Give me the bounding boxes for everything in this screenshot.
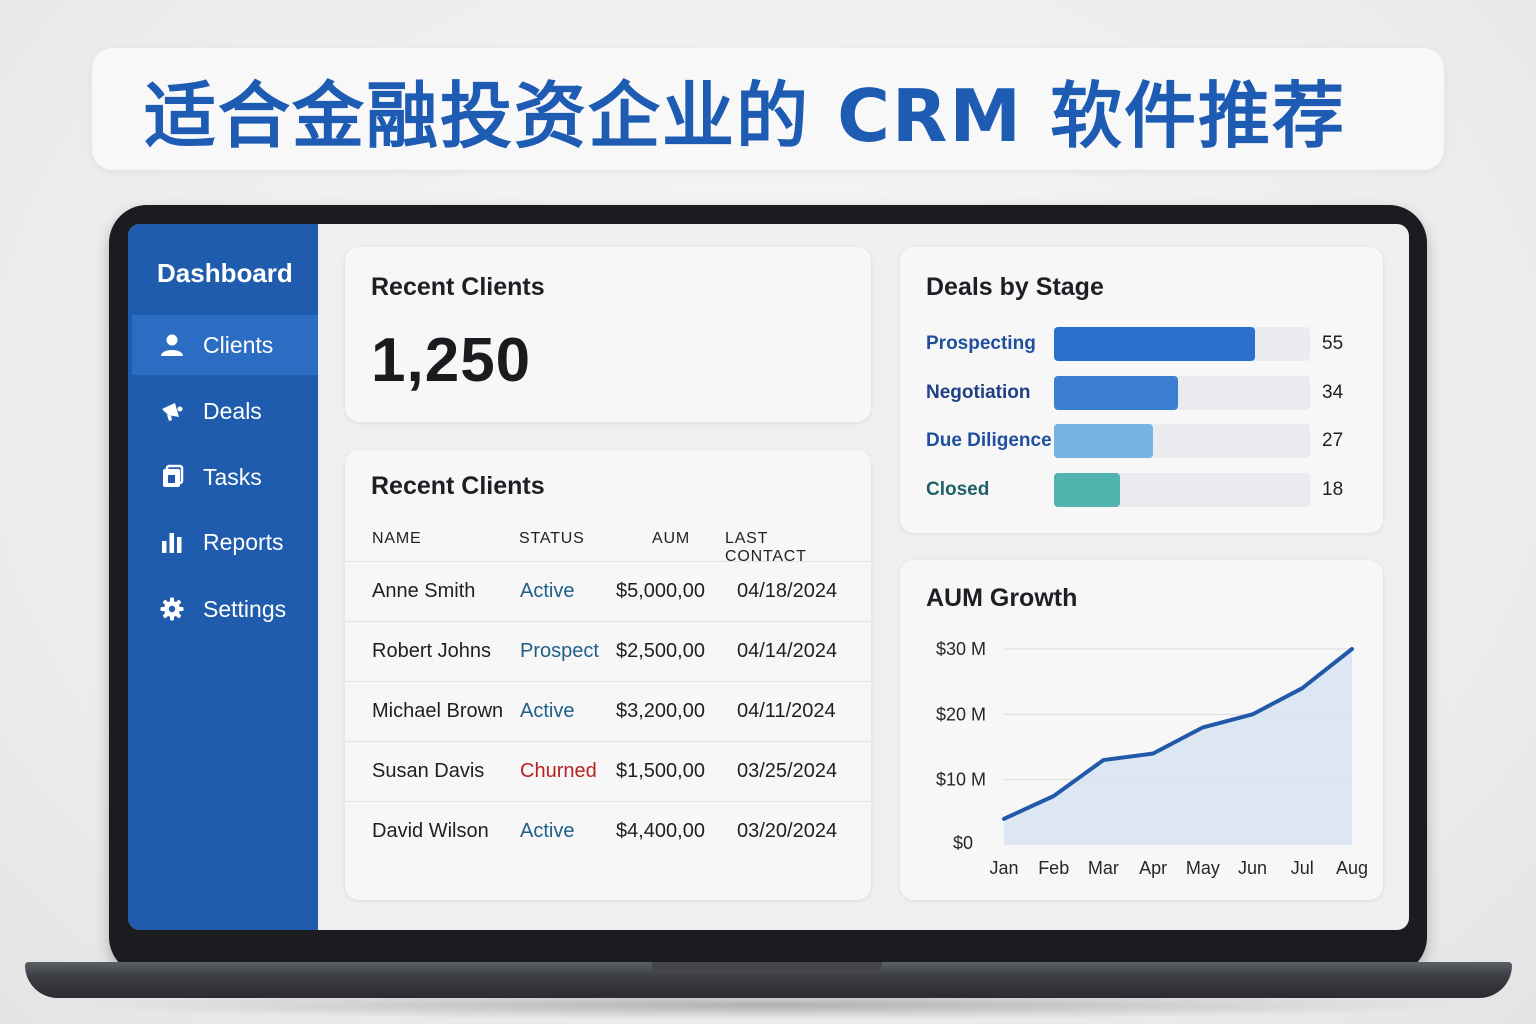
laptop-notch xyxy=(652,962,882,974)
x-tick-label: Jan xyxy=(989,858,1018,878)
table-row[interactable]: Michael Brown Active $3,200,00 04/11/2024 xyxy=(345,681,871,741)
sidebar-item-label: Deals xyxy=(203,397,262,424)
client-name-cell: Susan Davis xyxy=(372,760,485,782)
sidebar-item-label: Reports xyxy=(203,528,284,555)
client-name-cell: Robert Johns xyxy=(372,640,491,662)
gear-icon xyxy=(157,594,187,624)
client-aum-cell: $3,200,00 xyxy=(616,700,705,722)
stage-label: Due Diligence xyxy=(926,430,1052,451)
client-aum-cell: $5,000,00 xyxy=(616,580,705,602)
stage-bar xyxy=(1054,472,1120,507)
stage-bar-track xyxy=(1054,424,1310,458)
card-title: Deals by Stage xyxy=(926,273,1104,301)
megaphone-icon xyxy=(157,396,187,426)
table-row[interactable]: Anne Smith Active $5,000,00 04/18/2024 xyxy=(345,561,871,621)
sidebar-item-reports[interactable]: Reports xyxy=(132,512,318,572)
stage-bar-track xyxy=(1054,472,1310,507)
series-area xyxy=(1004,649,1352,845)
stage-value: 27 xyxy=(1322,430,1344,451)
client-count: 1,250 xyxy=(371,326,532,395)
sidebar: Dashboard Clients Deals Tasks Reports xyxy=(128,224,318,930)
tasks-icon xyxy=(157,462,187,492)
y-tick-label: $20 M xyxy=(936,704,986,724)
client-last-contact-cell: 04/11/2024 xyxy=(737,700,836,722)
y-tick-label: $0 xyxy=(953,833,973,853)
stage-bar xyxy=(1054,424,1153,458)
sidebar-item-label: Settings xyxy=(203,595,287,622)
x-tick-label: Apr xyxy=(1139,858,1167,878)
client-count-card: Recent Clients 1,250 xyxy=(345,247,871,422)
client-name-cell: Michael Brown xyxy=(372,700,504,722)
sidebar-item-settings[interactable]: Settings xyxy=(132,579,318,639)
client-aum-cell: $4,400,00 xyxy=(616,820,705,842)
client-status-cell: Active xyxy=(520,580,575,602)
y-tick-label: $30 M xyxy=(936,639,986,659)
column-header-name[interactable]: NAME xyxy=(372,530,422,547)
sidebar-item-tasks[interactable]: Tasks xyxy=(132,447,318,507)
y-tick-label: $10 M xyxy=(936,770,986,790)
client-last-contact-cell: 03/20/2024 xyxy=(737,820,838,842)
user-icon xyxy=(157,330,187,360)
stage-value: 34 xyxy=(1322,381,1344,403)
client-last-contact-cell: 03/25/2024 xyxy=(737,760,838,782)
aum-growth-card: AUM Growth $0 $10 M $20 M $30 M Jan Feb Mar Apr… xyxy=(900,560,1383,900)
card-title: Recent Clients xyxy=(371,273,545,301)
sidebar-title[interactable]: Dashboard xyxy=(157,258,293,288)
client-status-cell: Active xyxy=(520,820,575,842)
sidebar-item-label: Tasks xyxy=(203,463,262,490)
deals-by-stage-card: Deals by Stage Prospecting 55 Negotiation 3… xyxy=(900,247,1383,533)
table-row[interactable]: Robert Johns Prospect $2,500,00 04/14/2024 xyxy=(345,621,871,681)
client-name-cell: Anne Smith xyxy=(372,580,476,602)
sidebar-item-clients[interactable]: Clients xyxy=(132,315,318,375)
crm-screen: Dashboard Clients Deals Tasks Reports xyxy=(128,224,1409,930)
stage-bar-track xyxy=(1054,327,1310,361)
client-status-cell: Active xyxy=(520,700,575,722)
stage-label: Closed xyxy=(926,478,990,500)
table-row[interactable]: Susan Davis Churned $1,500,00 03/25/2024 xyxy=(345,741,871,801)
client-aum-cell: $2,500,00 xyxy=(616,640,705,662)
client-last-contact-cell: 04/18/2024 xyxy=(737,580,838,602)
client-status-cell: Churned xyxy=(520,760,597,782)
card-title: Recent Clients xyxy=(371,472,545,500)
title-banner: 适合金融投资企业的 CRM 软件推荐 xyxy=(92,48,1444,170)
recent-clients-table-card: Recent Clients xyxy=(345,450,871,900)
client-aum-cell: $1,500,00 xyxy=(616,760,705,782)
stage-value: 55 xyxy=(1322,333,1344,354)
bar-chart-icon xyxy=(157,527,187,557)
stage-label: Prospecting xyxy=(926,333,1036,354)
client-name-cell: David Wilson xyxy=(372,820,489,842)
chart-title: AUM Growth xyxy=(926,584,1078,612)
column-header-last-contact[interactable]: LAST CONTACT xyxy=(725,530,807,565)
x-tick-label: Feb xyxy=(1038,858,1069,878)
stage-bar xyxy=(1054,327,1256,361)
stage-bar-track xyxy=(1054,375,1310,410)
stage-value: 18 xyxy=(1322,478,1344,500)
table-row[interactable]: David Wilson Active $4,400,00 03/20/2024 xyxy=(345,801,871,861)
series-line xyxy=(1002,647,1354,821)
client-status-cell: Prospect xyxy=(520,640,599,662)
x-tick-label: Jul xyxy=(1291,858,1314,878)
x-tick-label: Mar xyxy=(1088,858,1119,878)
stage-bar xyxy=(1054,375,1179,410)
banner-title: 适合金融投资企业的 CRM 软件推荐 xyxy=(144,73,1347,158)
stage-label: Negotiation xyxy=(926,381,1031,403)
sidebar-item-deals[interactable]: Deals xyxy=(132,381,318,441)
sidebar-item-label: Clients xyxy=(203,331,274,358)
column-header-status[interactable]: STATUS xyxy=(519,530,585,547)
x-tick-label: May xyxy=(1186,858,1220,878)
x-tick-label: Aug xyxy=(1336,858,1368,878)
aum-growth-chart: $0 $10 M $20 M $30 M Jan Feb Mar Apr May Jun Jul Au… xyxy=(936,639,1368,878)
column-header-aum[interactable]: AUM xyxy=(652,530,690,547)
client-last-contact-cell: 04/14/2024 xyxy=(737,640,838,662)
x-tick-label: Jun xyxy=(1238,858,1267,878)
